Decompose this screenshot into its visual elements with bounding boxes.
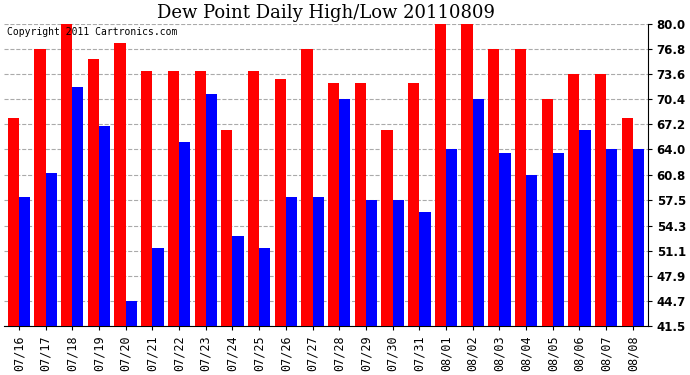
Bar xyxy=(221,130,233,326)
Bar xyxy=(328,82,339,326)
Bar xyxy=(313,196,324,326)
Bar xyxy=(595,74,607,326)
Bar xyxy=(569,74,580,326)
Bar xyxy=(500,153,511,326)
Bar xyxy=(275,79,286,326)
Bar xyxy=(515,49,526,326)
Text: Copyright 2011 Cartronics.com: Copyright 2011 Cartronics.com xyxy=(8,27,178,37)
Bar xyxy=(420,212,431,326)
Bar xyxy=(195,71,206,326)
Bar xyxy=(355,82,366,326)
Bar xyxy=(366,201,377,326)
Bar xyxy=(34,49,46,326)
Bar xyxy=(88,59,99,326)
Bar xyxy=(19,196,30,326)
Bar xyxy=(248,71,259,326)
Bar xyxy=(489,49,500,326)
Bar xyxy=(633,149,644,326)
Bar xyxy=(115,44,126,326)
Bar xyxy=(446,149,457,326)
Bar xyxy=(622,118,633,326)
Bar xyxy=(206,94,217,326)
Bar xyxy=(61,24,72,326)
Bar xyxy=(580,130,591,326)
Bar xyxy=(168,71,179,326)
Bar xyxy=(462,24,473,326)
Bar xyxy=(382,130,393,326)
Bar xyxy=(46,173,57,326)
Bar xyxy=(302,49,313,326)
Bar xyxy=(8,118,19,326)
Bar xyxy=(99,126,110,326)
Title: Dew Point Daily High/Low 20110809: Dew Point Daily High/Low 20110809 xyxy=(157,4,495,22)
Bar xyxy=(286,196,297,326)
Bar xyxy=(179,142,190,326)
Bar xyxy=(607,149,618,326)
Bar xyxy=(526,174,538,326)
Bar xyxy=(408,82,420,326)
Bar xyxy=(553,153,564,326)
Bar xyxy=(473,99,484,326)
Bar xyxy=(72,87,83,326)
Bar xyxy=(542,99,553,326)
Bar xyxy=(435,24,446,326)
Bar xyxy=(141,71,152,326)
Bar xyxy=(339,99,351,326)
Bar xyxy=(233,236,244,326)
Bar xyxy=(152,248,164,326)
Bar xyxy=(393,201,404,326)
Bar xyxy=(259,248,270,326)
Bar xyxy=(126,301,137,326)
